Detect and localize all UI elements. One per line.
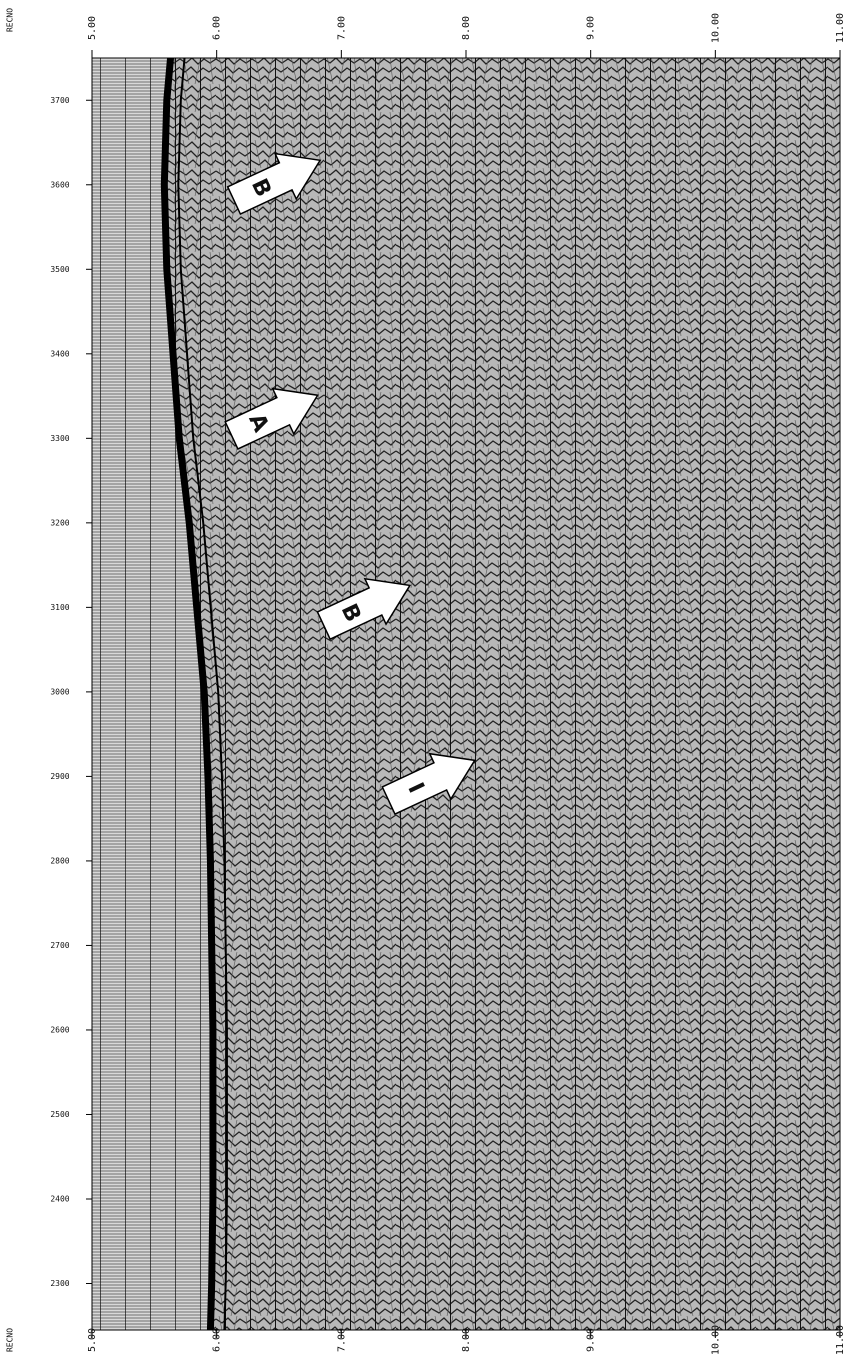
x-tick-label-bottom: 9.00 xyxy=(586,1328,597,1352)
water-trace-lines xyxy=(92,58,213,1330)
x-tick-label-bottom: 5.00 xyxy=(87,1328,98,1352)
annotation-arrow: I xyxy=(381,752,476,816)
seafloor-horizon xyxy=(160,57,217,1331)
y-tick-label: 2800 xyxy=(50,856,69,865)
annotation-arrow: A xyxy=(224,387,319,450)
x-tick-label-top: 10.00 xyxy=(710,13,721,43)
y-tick-label: 3500 xyxy=(50,265,69,274)
x-tick-label-top: 5.00 xyxy=(87,16,98,40)
trace-lines xyxy=(92,58,840,1330)
x-tick-label-top: 7.00 xyxy=(336,16,347,40)
arrow-shape xyxy=(224,387,319,450)
y-tick-label: 3600 xyxy=(50,180,69,189)
x-tick-label-top: 11.00 xyxy=(835,13,843,43)
y-tick-label: 2600 xyxy=(50,1025,69,1034)
y-tick-label: 2400 xyxy=(50,1194,69,1203)
y-tick-label: 2300 xyxy=(50,1279,69,1288)
x-tick-label-bottom: 10.00 xyxy=(710,1325,721,1355)
y-tick-label: 3100 xyxy=(50,603,69,612)
x-tick-label-top: 6.00 xyxy=(212,16,223,40)
y-tick-label: 2900 xyxy=(50,772,69,781)
annotation-arrow: B xyxy=(316,577,412,641)
y-tick-label: 2700 xyxy=(50,941,69,950)
axis-label-top: RECNO xyxy=(6,8,15,32)
y-tick-label: 3000 xyxy=(50,687,69,696)
seafloor-echo xyxy=(177,57,228,1331)
axis-label-bottom: RECNO xyxy=(6,1328,15,1352)
x-tick-label-bottom: 8.00 xyxy=(461,1328,472,1352)
arrow-shape xyxy=(381,752,476,816)
x-tick-label-top: 8.00 xyxy=(461,16,472,40)
y-tick-label: 2500 xyxy=(50,1110,69,1119)
arrow-shape xyxy=(316,577,412,641)
annotation-arrow: B xyxy=(226,152,322,216)
y-tick-label: 3200 xyxy=(50,518,69,527)
y-tick-label: 3400 xyxy=(50,349,69,358)
plot-area xyxy=(91,57,841,1331)
x-tick-label-bottom: 6.00 xyxy=(212,1328,223,1352)
x-tick-label-top: 9.00 xyxy=(586,16,597,40)
x-tick-label-bottom: 11.00 xyxy=(835,1325,843,1355)
y-tick-label: 3700 xyxy=(50,96,69,105)
arrow-shape xyxy=(226,152,322,216)
x-tick-label-bottom: 7.00 xyxy=(336,1328,347,1352)
y-tick-label: 3300 xyxy=(50,434,69,443)
